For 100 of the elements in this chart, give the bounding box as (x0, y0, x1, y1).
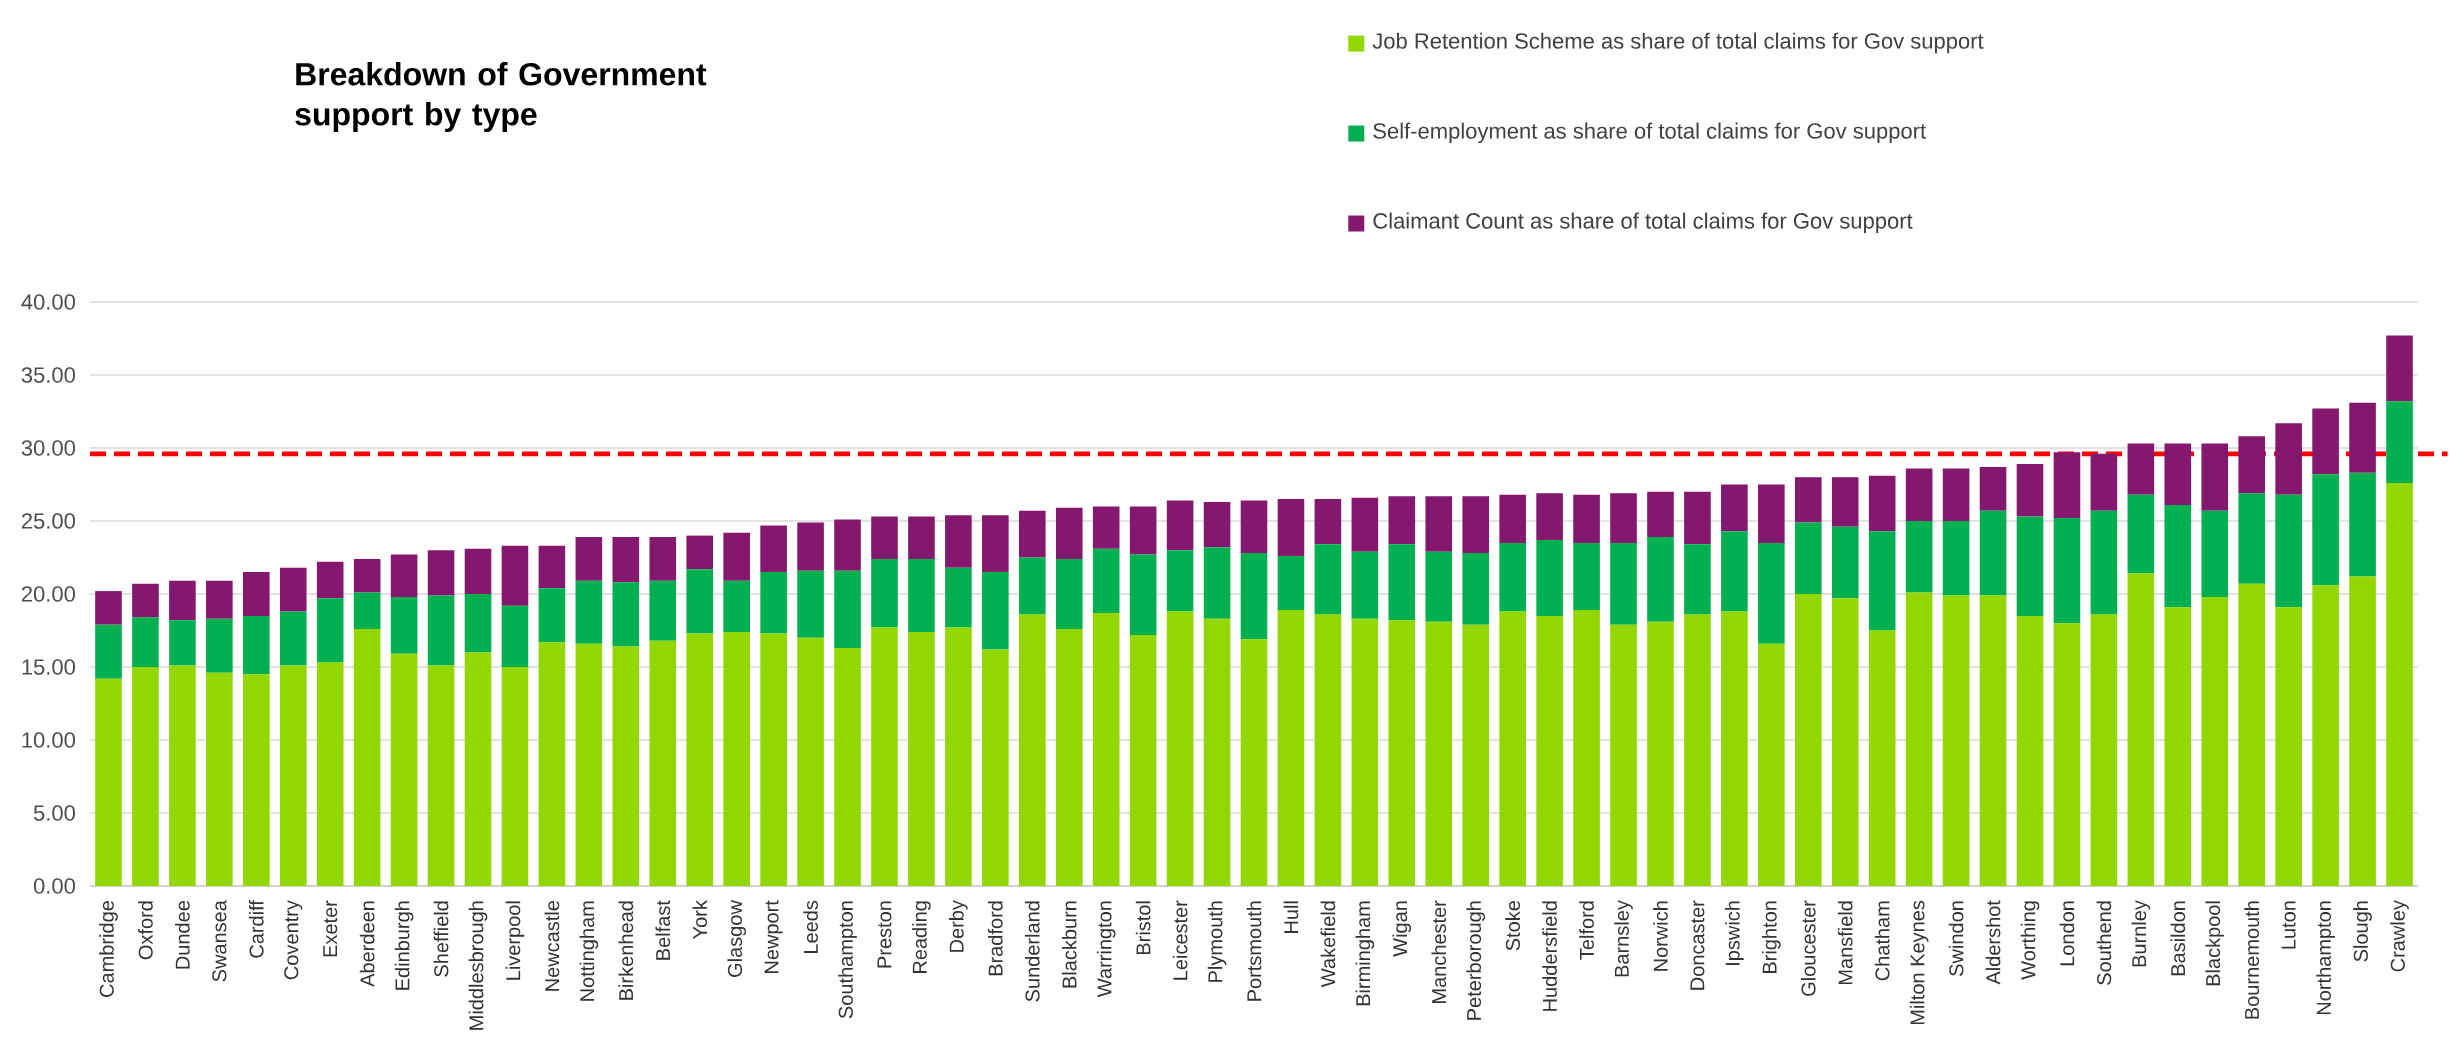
x-tick-label: Liverpool (505, 901, 525, 980)
bar (871, 516, 898, 559)
bar (575, 537, 603, 581)
x-tick-label: Glasgow (727, 900, 746, 977)
bar (2090, 510, 2118, 615)
bar (945, 627, 972, 886)
bar (908, 558, 935, 632)
bar (575, 580, 603, 644)
x-tick-label: Belfast (655, 900, 671, 960)
x-tick-label: Coventry (284, 900, 303, 980)
y-tick-label: 25.00 (21, 513, 75, 529)
bar (1462, 496, 1490, 554)
bar (1166, 611, 1194, 886)
x-tick-label: Wakefield (1320, 901, 1336, 988)
x-tick-label: Plymouth (1207, 901, 1227, 982)
bar (501, 667, 529, 886)
bar (2053, 518, 2081, 624)
bar (1684, 614, 1711, 886)
x-tick-label: Leicester (1172, 900, 1188, 980)
bar (1240, 553, 1268, 640)
bar (2127, 494, 2155, 574)
x-tick-label: Cardiff (248, 900, 264, 958)
bar (1277, 610, 1305, 886)
bar (132, 583, 159, 618)
bar (464, 593, 492, 653)
bar (206, 580, 233, 619)
bar (1203, 547, 1231, 619)
bar (945, 515, 972, 568)
x-tick-label: Bournemouth (2244, 901, 2260, 1019)
x-tick-label: Blackpool (2205, 901, 2225, 986)
bar (1758, 643, 1785, 886)
bar (1055, 558, 1083, 630)
bar (1721, 531, 1748, 612)
bar (1942, 521, 1970, 596)
bar (1721, 611, 1748, 886)
x-tick-label: Huddersfield (1542, 901, 1557, 1011)
y-tick-label: 40.00 (21, 294, 75, 310)
x-tick-label: Chatham (1874, 901, 1890, 981)
bar (2127, 443, 2155, 495)
bar (2164, 443, 2192, 505)
bar (2164, 607, 2192, 886)
bar (760, 572, 787, 634)
bar (723, 631, 750, 886)
bar (797, 570, 824, 638)
bar (2090, 453, 2118, 511)
bar (2312, 585, 2339, 886)
bar (1425, 551, 1453, 622)
bar (2312, 474, 2339, 586)
bar (206, 618, 233, 673)
bar (1536, 539, 1563, 616)
bar (169, 580, 196, 621)
bar (1647, 537, 1674, 622)
legend-label: Job Retention Scheme as share of total claims for Gov support (1372, 32, 1984, 54)
bar (1425, 496, 1453, 552)
bar (1979, 510, 2007, 596)
x-tick-label: Doncaster (1690, 900, 1705, 990)
bar (2386, 483, 2413, 886)
bar (834, 570, 861, 649)
x-tick-label: Birmingham (1355, 901, 1375, 1006)
bar (316, 598, 344, 663)
bar (132, 617, 159, 667)
y-tick-label: 0.00 (33, 878, 75, 894)
bar (1351, 618, 1379, 886)
bar (1573, 542, 1600, 611)
bar (2349, 472, 2376, 577)
x-tick-label: Slough (2353, 901, 2372, 962)
bar (2016, 464, 2044, 517)
bar (1905, 468, 1933, 521)
bar (2053, 623, 2081, 886)
bar (1536, 615, 1563, 886)
bar (612, 646, 640, 886)
bar (649, 537, 677, 581)
bar (612, 582, 640, 647)
bar (1388, 544, 1416, 621)
x-tick-label: Dundee (175, 901, 190, 969)
bar (1129, 506, 1157, 555)
bar (206, 672, 233, 886)
x-tick-label: Birkenhead (618, 901, 634, 1000)
bar (353, 592, 381, 630)
bar (1018, 557, 1046, 615)
bar (1573, 610, 1600, 886)
x-tick-label: Gloucester (1800, 900, 1816, 996)
bar (1166, 550, 1194, 612)
bar (1868, 475, 1896, 532)
x-tick-label: Worthing (2020, 901, 2040, 980)
x-tick-label: Crawley (2390, 900, 2409, 972)
bar (1092, 612, 1120, 886)
x-tick-label: Blackburn (1061, 901, 1077, 988)
bar (464, 548, 492, 594)
bar (834, 519, 861, 571)
x-tick-label: Hull (1283, 901, 1299, 933)
bar (2201, 510, 2229, 597)
x-tick-label: Manchester (1431, 900, 1447, 1003)
bar (316, 561, 344, 599)
x-tick-label: Basildon (2170, 901, 2186, 976)
bar (1203, 502, 1231, 548)
bar (1794, 522, 1822, 594)
y-tick-label: 10.00 (22, 732, 75, 748)
x-tick-label: Southend (2096, 901, 2112, 985)
bar (132, 667, 159, 886)
